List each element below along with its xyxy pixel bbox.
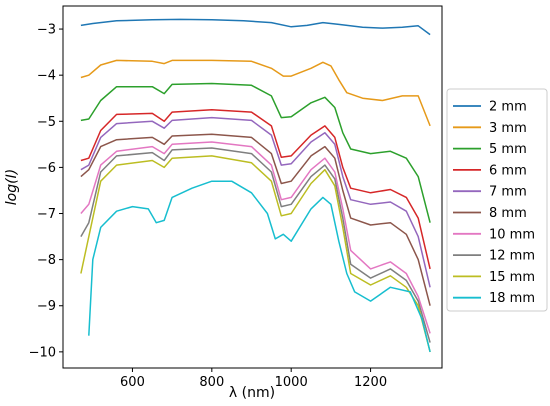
y-tick-label: −10 xyxy=(29,345,56,360)
y-tick-label: −7 xyxy=(37,207,56,222)
x-tick-label: 600 xyxy=(120,375,145,390)
y-tick-label: −8 xyxy=(37,253,56,268)
legend-label: 12 mm xyxy=(489,249,535,264)
series-line-18-mm xyxy=(88,180,431,353)
x-axis-ticks: 600 800 1000 1200 xyxy=(120,368,387,390)
series-line-7-mm xyxy=(80,116,431,288)
y-axis-ticks: −3 −4 −5 −6 −7 −8 −9 −10 xyxy=(29,23,63,360)
legend-label: 3 mm xyxy=(489,121,527,136)
y-axis-label: log(I) xyxy=(4,169,20,205)
series-line-2-mm xyxy=(80,18,431,36)
legend-label: 10 mm xyxy=(489,227,535,242)
legend-label: 5 mm xyxy=(489,142,527,157)
legend-label: 15 mm xyxy=(489,270,535,285)
series-line-6-mm xyxy=(80,109,431,270)
legend-label: 2 mm xyxy=(489,100,527,115)
series-line-12-mm xyxy=(80,147,431,343)
legend: 2 mm 3 mm 5 mm 6 mm 7 mm 8 mm 10 mm 12 mm 15 mm 1… xyxy=(446,88,548,312)
y-tick-label: −5 xyxy=(37,115,56,130)
series-line-8-mm xyxy=(80,133,431,306)
legend-label: 8 mm xyxy=(489,206,527,221)
x-tick-label: 1200 xyxy=(354,375,387,390)
y-tick-label: −4 xyxy=(37,69,56,84)
x-tick-label: 1000 xyxy=(275,375,308,390)
x-tick-label: 800 xyxy=(199,375,224,390)
series-line-3-mm xyxy=(80,59,431,127)
x-axis-label: λ (nm) xyxy=(229,385,275,401)
series-lines xyxy=(80,18,431,353)
plot-area xyxy=(62,5,443,369)
legend-label: 18 mm xyxy=(489,291,535,306)
y-tick-label: −9 xyxy=(37,299,56,314)
series-line-5-mm xyxy=(80,82,431,223)
legend-label: 7 mm xyxy=(489,185,527,200)
y-tick-label: −3 xyxy=(37,23,56,38)
legend-label: 6 mm xyxy=(489,163,527,178)
series-line-10-mm xyxy=(80,141,431,334)
series-line-15-mm xyxy=(80,155,431,353)
y-tick-label: −6 xyxy=(37,161,56,176)
